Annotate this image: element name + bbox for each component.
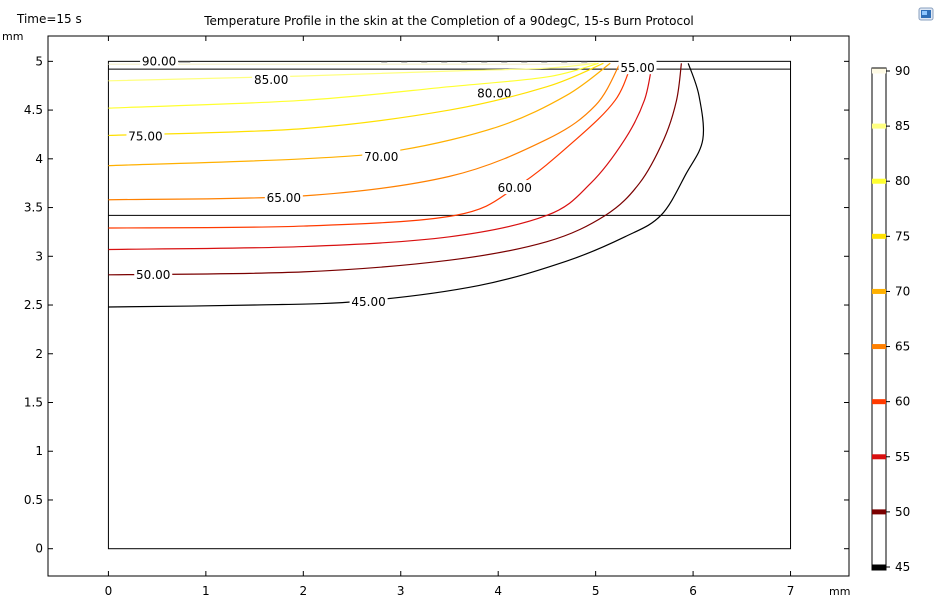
plot-title: Temperature Profile in the skin at the C… bbox=[204, 14, 694, 28]
contour-line-80 bbox=[108, 62, 599, 109]
colorbar-tick-label: 65 bbox=[895, 340, 910, 354]
contour-line-85 bbox=[108, 62, 596, 82]
contour-label-bg bbox=[140, 53, 179, 68]
y-tick-label: 0.5 bbox=[24, 493, 43, 507]
time-label: Time=15 s bbox=[17, 12, 82, 26]
x-tick-label: 2 bbox=[299, 584, 307, 598]
contour-label: 80.00 bbox=[477, 87, 511, 101]
y-tick-label: 4 bbox=[35, 152, 43, 166]
y-tick-label: 2.5 bbox=[24, 298, 43, 312]
contour-line-45 bbox=[108, 63, 705, 308]
x-axis-unit: mm bbox=[829, 585, 851, 598]
y-tick-label: 1 bbox=[35, 444, 43, 458]
colorbar-swatch bbox=[872, 288, 886, 294]
y-tick-label: 1.5 bbox=[24, 395, 43, 409]
y-tick-label: 3.5 bbox=[24, 201, 43, 215]
plot-frame bbox=[47, 35, 850, 577]
y-tick-label: 3 bbox=[35, 249, 43, 263]
contour-label-bg bbox=[126, 128, 165, 143]
y-axis-unit: mm bbox=[2, 30, 24, 43]
x-tick-label: 3 bbox=[397, 584, 405, 598]
contour-label: 60.00 bbox=[498, 181, 532, 195]
contour-label-bg bbox=[349, 294, 388, 309]
colorbar-frame bbox=[871, 67, 887, 571]
colorbar-tick-label: 50 bbox=[895, 505, 910, 519]
colorbar-tick-label: 85 bbox=[895, 119, 910, 133]
contour-line-70 bbox=[108, 62, 611, 167]
colorbar-swatch bbox=[872, 344, 886, 350]
display-icon[interactable] bbox=[918, 6, 934, 22]
colorbar-tick-label: 70 bbox=[895, 284, 910, 298]
contour-line-55 bbox=[108, 63, 653, 251]
contour-line-65 bbox=[108, 62, 621, 201]
domain-boundary bbox=[107, 60, 792, 550]
y-tick-label: 4.5 bbox=[24, 103, 43, 117]
contour-label-bg bbox=[495, 180, 534, 195]
contour-label-bg bbox=[475, 85, 514, 100]
contour-label: 45.00 bbox=[351, 295, 385, 309]
colorbar-tick-label: 45 bbox=[895, 560, 910, 574]
colorbar-swatch bbox=[872, 68, 886, 74]
colorbar-tick-label: 90 bbox=[895, 64, 910, 78]
contour-label: 70.00 bbox=[364, 150, 398, 164]
contour-label-bg bbox=[252, 71, 291, 86]
y-tick-label: 5 bbox=[35, 54, 43, 68]
colorbar-swatch bbox=[872, 123, 886, 129]
x-tick-label: 6 bbox=[689, 584, 697, 598]
contour-label: 75.00 bbox=[128, 129, 162, 143]
contour-label: 85.00 bbox=[254, 73, 288, 87]
x-tick-label: 5 bbox=[592, 584, 600, 598]
contour-label-bg bbox=[264, 189, 303, 204]
contour-label-bg bbox=[362, 148, 401, 163]
y-tick-label: 0 bbox=[35, 542, 43, 556]
contour-label: 90.00 bbox=[142, 54, 176, 68]
colorbar-swatch bbox=[872, 454, 886, 460]
colorbar-tick-label: 80 bbox=[895, 174, 910, 188]
contour-line-90 bbox=[108, 62, 596, 65]
colorbar-swatch bbox=[872, 233, 886, 239]
colorbar-swatch bbox=[872, 564, 886, 570]
contour-line-50 bbox=[108, 63, 682, 276]
contour-label: 55.00 bbox=[620, 61, 654, 75]
colorbar-tick-label: 75 bbox=[895, 229, 910, 243]
x-tick-label: 4 bbox=[494, 584, 502, 598]
contour-label-bg bbox=[134, 266, 173, 281]
x-tick-label: 1 bbox=[202, 584, 210, 598]
x-tick-label: 0 bbox=[105, 584, 113, 598]
contour-line-60 bbox=[108, 63, 633, 229]
x-tick-label: 7 bbox=[787, 584, 795, 598]
contour-label: 65.00 bbox=[267, 191, 301, 205]
colorbar-tick-label: 60 bbox=[895, 395, 910, 409]
colorbar-swatch bbox=[872, 399, 886, 405]
contour-label-bg bbox=[618, 60, 657, 75]
contour-line-75 bbox=[108, 62, 604, 137]
contour-label: 50.00 bbox=[136, 268, 170, 282]
y-tick-label: 2 bbox=[35, 347, 43, 361]
colorbar-swatch bbox=[872, 509, 886, 515]
colorbar-swatch bbox=[872, 178, 886, 184]
colorbar-tick-label: 55 bbox=[895, 450, 910, 464]
